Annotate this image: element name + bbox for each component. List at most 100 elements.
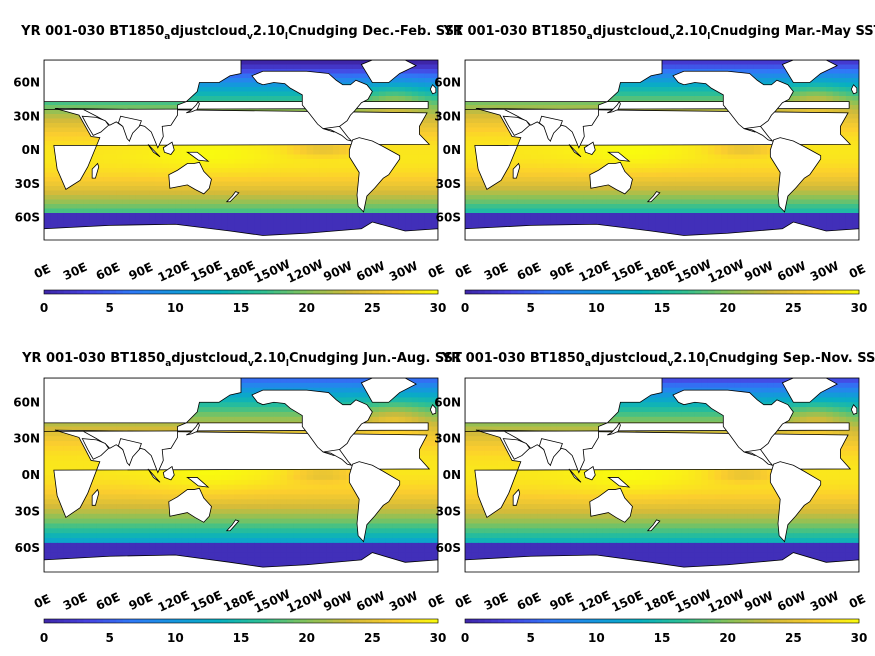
heatmap-cell [208, 195, 216, 201]
heatmap-cell [839, 132, 847, 138]
heatmap-cell [589, 105, 597, 111]
heatmap-cell [714, 163, 722, 169]
heatmap-cell [300, 199, 308, 205]
heatmap-cell [845, 168, 854, 174]
heatmap-cell [543, 105, 551, 111]
heatmap-cell [675, 96, 683, 102]
heatmap-cell [346, 78, 354, 84]
heatmap-cell [195, 87, 203, 93]
heatmap-cell [247, 150, 255, 156]
heatmap-cell [175, 204, 183, 210]
heatmap-cell [839, 168, 847, 174]
heatmap-cell [550, 159, 558, 165]
heatmap-cell [168, 168, 176, 174]
heatmap-cell [109, 213, 117, 219]
heatmap-cell [418, 154, 426, 160]
heatmap-cell [465, 168, 473, 174]
heatmap-cell [478, 141, 486, 147]
heatmap-cell [465, 109, 473, 115]
heatmap-cell [227, 150, 236, 156]
heatmap-cell [241, 213, 249, 219]
heatmap-cell [714, 213, 722, 219]
heatmap-cell [227, 226, 236, 232]
heatmap-cell [234, 96, 242, 102]
heatmap-cell [57, 222, 65, 228]
heatmap-cell [142, 217, 150, 223]
heatmap-cell [142, 159, 150, 165]
heatmap-cell [839, 82, 847, 88]
y-tick-label: 60S [436, 211, 461, 225]
heatmap-cell [813, 163, 821, 169]
heatmap-cell [813, 217, 821, 223]
heatmap-cell [826, 177, 834, 183]
heatmap-cell [845, 195, 854, 201]
heatmap-cell [398, 226, 406, 232]
heatmap-cell [267, 195, 275, 201]
heatmap-cell [596, 195, 604, 201]
heatmap-cell [89, 222, 98, 228]
heatmap-cell [471, 217, 479, 223]
heatmap-cell [135, 145, 144, 151]
heatmap-cell [293, 226, 301, 232]
heatmap-cell [845, 199, 854, 205]
heatmap-cell [267, 217, 275, 223]
heatmap-cell [471, 222, 479, 228]
heatmap-cell [313, 60, 321, 66]
heatmap-cell [313, 69, 321, 75]
heatmap-cell [57, 136, 65, 142]
heatmap-cell [839, 145, 847, 151]
heatmap-cell [431, 145, 438, 151]
heatmap-cell [471, 136, 479, 142]
heatmap-cell [89, 208, 98, 214]
heatmap-cell [826, 87, 834, 93]
heatmap-cell [662, 154, 670, 160]
heatmap-cell [208, 222, 216, 228]
heatmap-cell [411, 91, 419, 97]
heatmap-cell [280, 60, 288, 66]
heatmap-cell [267, 163, 275, 169]
heatmap-cell [260, 154, 268, 160]
heatmap-cell [313, 190, 321, 196]
heatmap-cell [675, 181, 683, 187]
heatmap-cell [227, 82, 236, 88]
heatmap-cell [300, 186, 308, 192]
x-tick-label: 30W [808, 259, 841, 284]
heatmap-cell [175, 195, 183, 201]
heatmap-cell [668, 96, 676, 102]
heatmap-cell [149, 168, 157, 174]
land-polygon [781, 60, 839, 83]
heatmap-cell [96, 217, 104, 223]
heatmap-cell [701, 199, 709, 205]
colorbar-segment [734, 290, 742, 294]
heatmap-cell [392, 168, 400, 174]
heatmap-cell [668, 87, 676, 93]
heatmap-cell [247, 208, 255, 214]
heatmap-cell [221, 222, 229, 228]
heatmap-cell [50, 222, 58, 228]
heatmap-cell [168, 159, 176, 165]
heatmap-cell [583, 195, 591, 201]
heatmap-cell [241, 60, 249, 66]
heatmap-cell [819, 222, 827, 228]
land-polygon [44, 60, 429, 149]
heatmap-cell [524, 105, 532, 111]
heatmap-cell [306, 145, 314, 151]
heatmap-cell [418, 204, 426, 210]
heatmap-cell [392, 172, 400, 178]
heatmap-cell [826, 204, 834, 210]
heatmap-cell [465, 195, 473, 201]
heatmap-cell [701, 204, 709, 210]
heatmap-cell [103, 163, 111, 169]
heatmap-cell [135, 190, 144, 196]
heatmap-cell [648, 172, 657, 178]
heatmap-cell [313, 226, 321, 232]
heatmap-cell [662, 181, 670, 187]
heatmap-cell [589, 100, 597, 106]
heatmap-cell [675, 195, 683, 201]
heatmap-cell [616, 208, 624, 214]
heatmap-cell [44, 159, 52, 165]
colorbar-segment [83, 290, 91, 294]
heatmap-cell [589, 213, 597, 219]
heatmap-cell [241, 163, 249, 169]
heatmap-cell [629, 199, 637, 205]
